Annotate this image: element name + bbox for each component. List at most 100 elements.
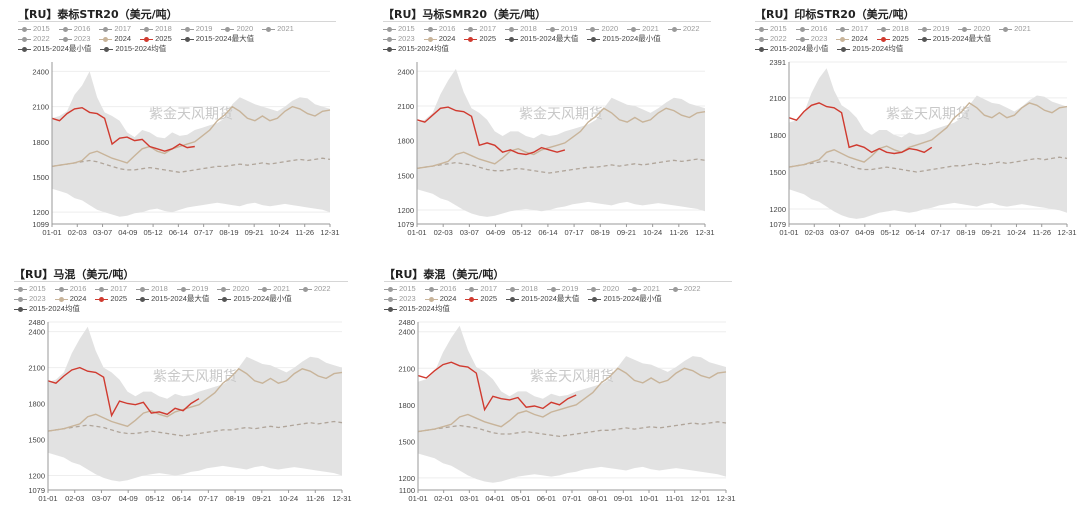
legend-item[interactable]: 2016: [795, 24, 827, 34]
x-tick-label: 05-12: [145, 494, 164, 503]
series-line-2024: [416, 107, 706, 170]
legend-item[interactable]: 2015-2024均值: [383, 44, 449, 54]
legend-label: 2023: [29, 294, 46, 303]
x-tick-label: 02-03: [68, 228, 87, 237]
legend-item[interactable]: 2023: [58, 34, 90, 44]
legend-item[interactable]: 2015-2024最小值: [18, 44, 91, 54]
legend-item[interactable]: 2021: [262, 24, 294, 34]
legend-item[interactable]: 2023: [383, 34, 415, 44]
legend-item[interactable]: 2024: [836, 34, 868, 44]
y-tick-label: 2100: [28, 364, 45, 373]
x-tick-label: 03-07: [92, 494, 111, 503]
legend-item[interactable]: 2017: [95, 284, 127, 294]
chart-panel-2: 【RU】马标SMR20（美元/吨） 2015 2016 2017 2018 2019 20…: [383, 6, 715, 242]
x-tick-label: 04-09: [118, 228, 137, 237]
legend-item[interactable]: 2016: [423, 24, 455, 34]
legend-label: 2022: [683, 284, 701, 293]
legend-item[interactable]: 2015-2024均值: [837, 44, 903, 54]
legend-item[interactable]: 2017: [465, 284, 497, 294]
y-tick-label: 2400: [32, 67, 49, 76]
legend-item[interactable]: 2016: [54, 284, 86, 294]
legend-item[interactable]: 2015-2024最大值: [180, 34, 254, 44]
watermark-text: 紫金天风期货: [530, 368, 614, 385]
legend-item[interactable]: 2015-2024最大值: [505, 34, 578, 44]
legend-item[interactable]: 2025: [877, 34, 909, 44]
y-tick-label: 2400: [28, 328, 45, 337]
legend-item[interactable]: 2024: [99, 34, 131, 44]
legend-item[interactable]: 2024: [424, 294, 456, 304]
y-tick-label: 1500: [28, 436, 45, 445]
legend-item[interactable]: 2015-2024均值: [14, 304, 80, 314]
legend-label: 2023: [398, 34, 415, 43]
legend-marker-icon: [99, 26, 113, 33]
legend-item[interactable]: 2018: [877, 24, 909, 34]
legend-item[interactable]: 2019: [917, 24, 949, 34]
legend-item[interactable]: 2019: [180, 24, 212, 34]
legend-item[interactable]: 2022: [667, 24, 700, 34]
legend-item[interactable]: 2015-2024最大值: [136, 294, 209, 304]
legend-item[interactable]: 2023: [795, 34, 827, 44]
legend-item[interactable]: 2019: [545, 24, 577, 34]
series-line-2024: [51, 105, 331, 168]
legend-item[interactable]: 2025: [465, 294, 497, 304]
legend-item[interactable]: 2015-2024最大值: [506, 294, 579, 304]
legend-marker-icon: [99, 36, 113, 43]
legend-item[interactable]: 2022: [18, 34, 50, 44]
legend-item[interactable]: 2022: [755, 34, 787, 44]
legend-item[interactable]: 2025: [95, 294, 127, 304]
legend-item[interactable]: 2021: [628, 284, 660, 294]
legend-item[interactable]: 2015-2024均值: [384, 304, 450, 314]
legend-item[interactable]: 2021: [627, 24, 659, 34]
legend-item[interactable]: 2016: [58, 24, 90, 34]
legend-item[interactable]: 2024: [54, 294, 86, 304]
legend-item[interactable]: 2025: [464, 34, 496, 44]
legend-item[interactable]: 2025: [140, 34, 172, 44]
legend-item[interactable]: 2020: [958, 24, 990, 34]
legend-item[interactable]: 2020: [586, 24, 618, 34]
legend-item[interactable]: 2018: [505, 24, 537, 34]
legend-item[interactable]: 2023: [384, 294, 416, 304]
legend-item[interactable]: 2022: [668, 284, 701, 294]
x-tick-label: 12-31: [332, 494, 351, 503]
legend-item[interactable]: 2018: [506, 284, 538, 294]
legend-item[interactable]: 2015: [755, 24, 787, 34]
legend-label: 2017: [480, 284, 498, 293]
legend-item[interactable]: 2016: [424, 284, 456, 294]
legend-item[interactable]: 2017: [464, 24, 496, 34]
legend-item[interactable]: 2019: [176, 284, 208, 294]
legend-marker-icon: [755, 46, 768, 53]
legend-item[interactable]: 2015-2024最小值: [588, 294, 662, 304]
chart-panel-3: 【RU】印标STR20（美元/吨） 2015 2016 2017 2018 2019 20…: [755, 6, 1077, 242]
legend-item[interactable]: 2015: [18, 24, 50, 34]
legend-item[interactable]: 2015: [14, 284, 46, 294]
legend-item[interactable]: 2017: [836, 24, 868, 34]
legend-item[interactable]: 2015: [384, 284, 416, 294]
legend-item[interactable]: 2015-2024最小值: [755, 44, 828, 54]
legend-item[interactable]: 2022: [298, 284, 331, 294]
legend-label: 2020: [236, 24, 254, 33]
legend-item[interactable]: 2015-2024最小值: [218, 294, 292, 304]
legend-item[interactable]: 2015-2024均值: [100, 44, 166, 54]
legend-item[interactable]: 2020: [217, 284, 249, 294]
y-tick-label: 1800: [32, 138, 49, 147]
legend-item[interactable]: 2018: [136, 284, 168, 294]
legend-item[interactable]: 2018: [140, 24, 172, 34]
legend-item[interactable]: 2024: [423, 34, 455, 44]
legend-item[interactable]: 2019: [546, 284, 578, 294]
legend-item[interactable]: 2015-2024最大值: [917, 34, 991, 44]
x-tick-label: 12-01: [691, 494, 710, 503]
x-tick-label: 04-09: [119, 494, 138, 503]
legend-item[interactable]: 2020: [221, 24, 253, 34]
legend-item[interactable]: 2017: [99, 24, 131, 34]
legend-item[interactable]: 2021: [258, 284, 290, 294]
legend-marker-icon: [384, 296, 397, 303]
x-tick-label: 06-14: [906, 228, 925, 237]
x-tick-label: 09-21: [982, 228, 1001, 237]
legend-item[interactable]: 2021: [999, 24, 1031, 34]
legend-item[interactable]: 2023: [14, 294, 46, 304]
legend-label: 2022: [33, 34, 50, 43]
legend-item[interactable]: 2020: [587, 284, 619, 294]
legend-item[interactable]: 2015-2024最小值: [587, 34, 661, 44]
y-tick-label: 1500: [397, 171, 414, 180]
legend-item[interactable]: 2015: [383, 24, 415, 34]
